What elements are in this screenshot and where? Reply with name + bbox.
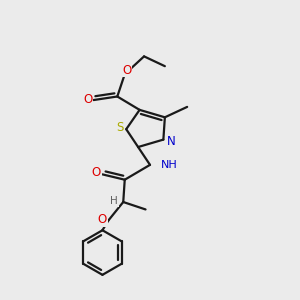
Text: O: O — [98, 213, 107, 226]
Text: O: O — [84, 93, 93, 106]
Text: N: N — [167, 136, 175, 148]
Text: NH: NH — [161, 160, 178, 170]
Text: O: O — [92, 167, 101, 179]
Text: S: S — [116, 121, 123, 134]
Text: O: O — [122, 64, 131, 76]
Text: H: H — [110, 196, 118, 206]
